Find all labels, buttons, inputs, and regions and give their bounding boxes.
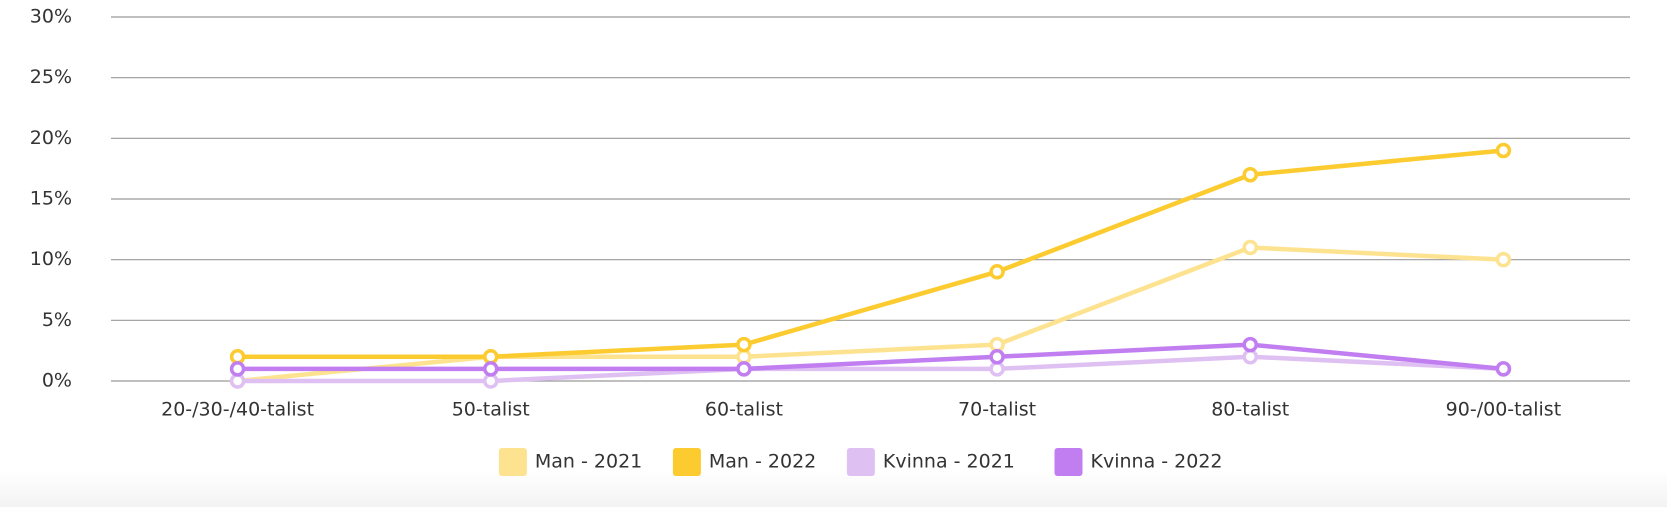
legend-swatch [1054, 448, 1083, 476]
legend-item: Kvinna - 2022 [1054, 448, 1223, 476]
y-tick-label: 20% [30, 127, 72, 149]
point [1242, 348, 1258, 365]
x-tick-label: 80-talist [1211, 399, 1289, 421]
y-tick-label: 0% [42, 370, 72, 392]
series [229, 142, 1512, 365]
point [1495, 251, 1512, 268]
point [483, 348, 499, 365]
series-line [237, 148, 1504, 359]
point [1495, 361, 1512, 377]
point [736, 361, 752, 377]
y-tick-label: 10% [30, 248, 72, 270]
legend-label: Kvinna - 2022 [1091, 451, 1223, 473]
y-tick-label: 15% [30, 188, 72, 210]
legend-item: Kvinna - 2021 [846, 448, 1015, 476]
x-tick-label: 90-/00-talist [1446, 399, 1561, 421]
point [1495, 142, 1512, 159]
point [989, 336, 1005, 353]
point [989, 264, 1005, 280]
point [229, 361, 246, 377]
legend-swatch [846, 448, 875, 476]
point [1242, 166, 1258, 183]
point [1242, 239, 1258, 256]
point [229, 348, 246, 365]
legend-item: Man - 2022 [672, 448, 816, 476]
point [736, 336, 752, 353]
legend-item: Man - 2021 [498, 448, 642, 476]
legend-label: Man - 2021 [535, 451, 642, 473]
series-line [237, 342, 1504, 372]
y-tick-label: 25% [30, 66, 72, 88]
point [989, 348, 1005, 365]
series-line [237, 245, 1504, 384]
legend-swatch [498, 448, 527, 476]
series-line [237, 354, 1504, 384]
point [989, 361, 1005, 377]
legend-label: Kvinna - 2021 [883, 451, 1015, 473]
x-tick-label: 20-/30-/40-talist [161, 399, 314, 421]
legend-swatch [672, 448, 701, 476]
point [229, 373, 246, 389]
y-tick-label: 30% [30, 6, 72, 28]
y-tick-label: 5% [42, 309, 72, 331]
series [229, 336, 1512, 377]
point [1242, 336, 1258, 353]
x-tick-label: 60-talist [705, 399, 783, 421]
point [483, 373, 499, 389]
x-tick-label: 70-talist [958, 399, 1036, 421]
series [229, 239, 1512, 389]
legend-label: Man - 2022 [709, 451, 816, 473]
point [483, 361, 499, 377]
x-tick-label: 50-talist [452, 399, 530, 421]
point [736, 348, 752, 365]
